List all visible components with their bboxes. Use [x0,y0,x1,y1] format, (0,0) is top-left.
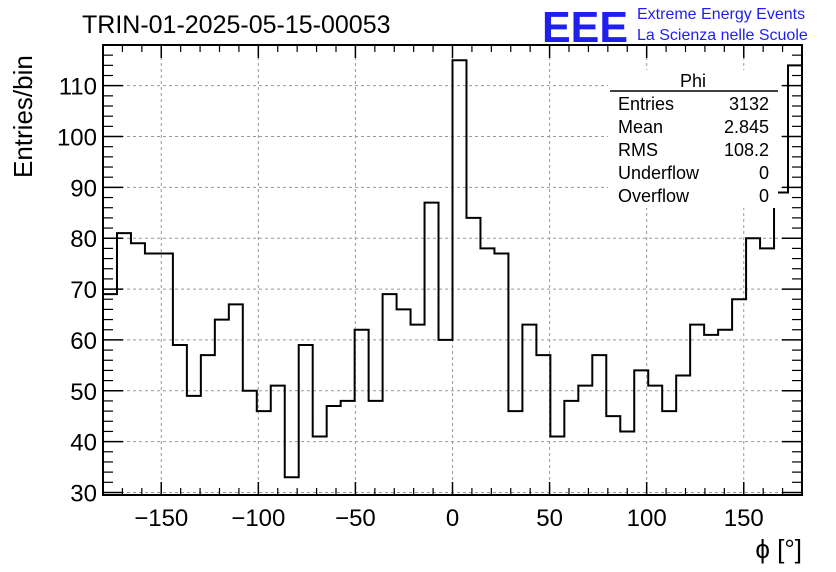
x-tick-labels: −150 −100 −50 0 50 100 150 [134,505,764,532]
x-tick-label: 150 [724,505,764,532]
stats-label-underflow: Underflow [618,163,700,183]
y-tick-label: 70 [70,277,97,304]
axis-ticks [102,44,803,495]
x-tick-label: −50 [335,505,376,532]
y-tick-labels: 30 40 50 60 70 80 90 100 110 [57,74,97,508]
stats-value-entries: 3132 [729,94,769,114]
y-tick-label: 90 [70,175,97,202]
stats-label-mean: Mean [618,117,663,137]
stats-label-entries: Entries [618,94,674,114]
stats-box: Phi Entries 3132 Mean 2.845 RMS 108.2 Un… [608,70,778,208]
stats-label-overflow: Overflow [618,186,690,206]
stats-value-underflow: 0 [759,163,769,183]
x-tick-label: 50 [536,505,563,532]
y-tick-label: 30 [70,480,97,507]
x-tick-label: −100 [231,505,285,532]
stats-title: Phi [680,71,706,91]
y-tick-label: 110 [59,74,97,101]
y-axis-label: Entries/bin [8,55,38,178]
logo-line-1: Extreme Energy Events [637,6,805,23]
stats-label-rms: RMS [618,140,658,160]
x-tick-label: 0 [446,505,459,532]
eee-logo-mark: EEE [542,3,628,52]
stats-value-mean: 2.845 [724,117,769,137]
run-title: TRIN-01-2025-05-15-00053 [82,11,391,39]
x-axis-label: ϕ [°] [755,534,802,564]
histogram-outline [102,59,803,495]
x-tick-label: 100 [627,505,667,532]
stats-value-rms: 108.2 [724,140,769,160]
y-tick-label: 80 [70,226,97,253]
y-tick-label: 50 [70,379,97,406]
stats-box-background [608,70,778,208]
y-tick-label: 60 [70,328,97,355]
y-tick-label: 100 [57,125,97,152]
y-tick-label: 40 [70,430,97,457]
stats-value-overflow: 0 [759,186,769,206]
x-tick-label: −150 [134,505,188,532]
logo-line-2: La Scienza nelle Scuole [637,27,808,44]
